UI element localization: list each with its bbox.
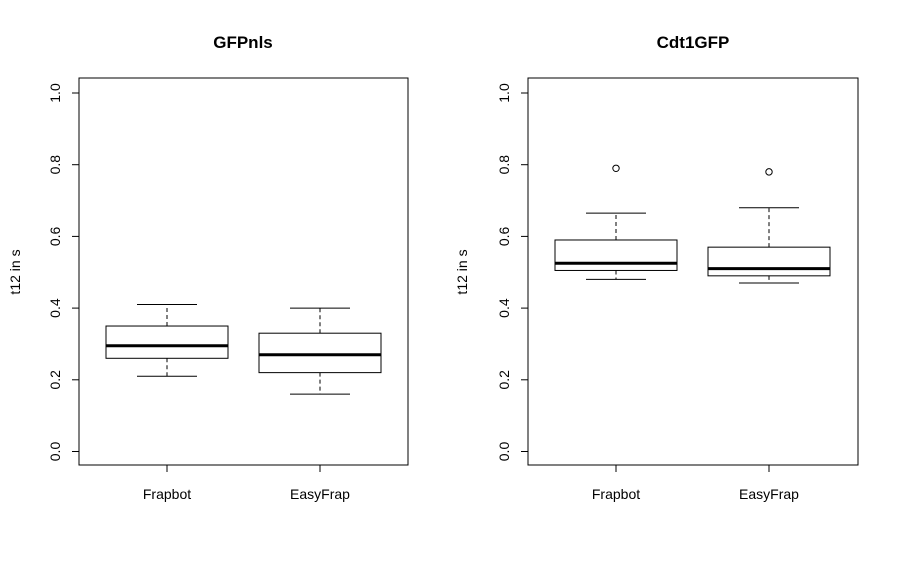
y-tick-label: 0.2 (47, 370, 63, 390)
y-tick-label: 1.0 (47, 83, 63, 103)
x-tick-label: EasyFrap (739, 486, 799, 502)
outlier-point (765, 168, 773, 176)
panel-cdt1gfp: Cdt1GFP t12 in s 0.0 0.2 0.4 0.6 0.8 1.0 Frap… (454, 33, 859, 502)
iqr-box (258, 332, 382, 374)
plot-frame (78, 77, 409, 466)
box-frapbot (105, 304, 229, 377)
y-axis-label: t12 in s (454, 249, 470, 294)
y-axis: 0.0 0.2 0.4 0.6 0.8 1.0 (496, 83, 529, 462)
x-tick-label: Frapbot (592, 486, 640, 502)
y-tick-label: 0.6 (47, 226, 63, 246)
box-easyfrap (258, 307, 382, 395)
iqr-box (105, 325, 229, 359)
y-axis: 0.0 0.2 0.4 0.6 0.8 1.0 (47, 83, 80, 462)
x-axis: Frapbot EasyFrap (592, 465, 799, 502)
y-tick-label: 0.2 (496, 370, 512, 390)
y-tick-label: 0.0 (496, 442, 512, 462)
outlier-point (612, 164, 620, 172)
panel-gfpnls: GFPnls t12 in s 0.0 0.2 0.4 0.6 0.8 1.0 Frapb… (7, 33, 409, 502)
y-axis-label: t12 in s (7, 249, 23, 294)
y-tick-label: 0.4 (496, 298, 512, 318)
y-tick-label: 0.6 (496, 226, 512, 246)
panel-title: GFPnls (213, 33, 273, 52)
y-tick-label: 0.0 (47, 442, 63, 462)
box-group (105, 304, 382, 395)
box-group (554, 164, 831, 284)
y-tick-label: 0.8 (47, 155, 63, 175)
box-easyfrap (707, 168, 831, 284)
x-tick-label: EasyFrap (290, 486, 350, 502)
iqr-box (554, 239, 678, 271)
x-axis: Frapbot EasyFrap (143, 465, 350, 502)
y-tick-label: 0.8 (496, 155, 512, 175)
y-tick-label: 1.0 (496, 83, 512, 103)
panel-title: Cdt1GFP (657, 33, 730, 52)
x-tick-label: Frapbot (143, 486, 191, 502)
box-frapbot (554, 164, 678, 280)
y-tick-label: 0.4 (47, 298, 63, 318)
iqr-box (707, 246, 831, 277)
